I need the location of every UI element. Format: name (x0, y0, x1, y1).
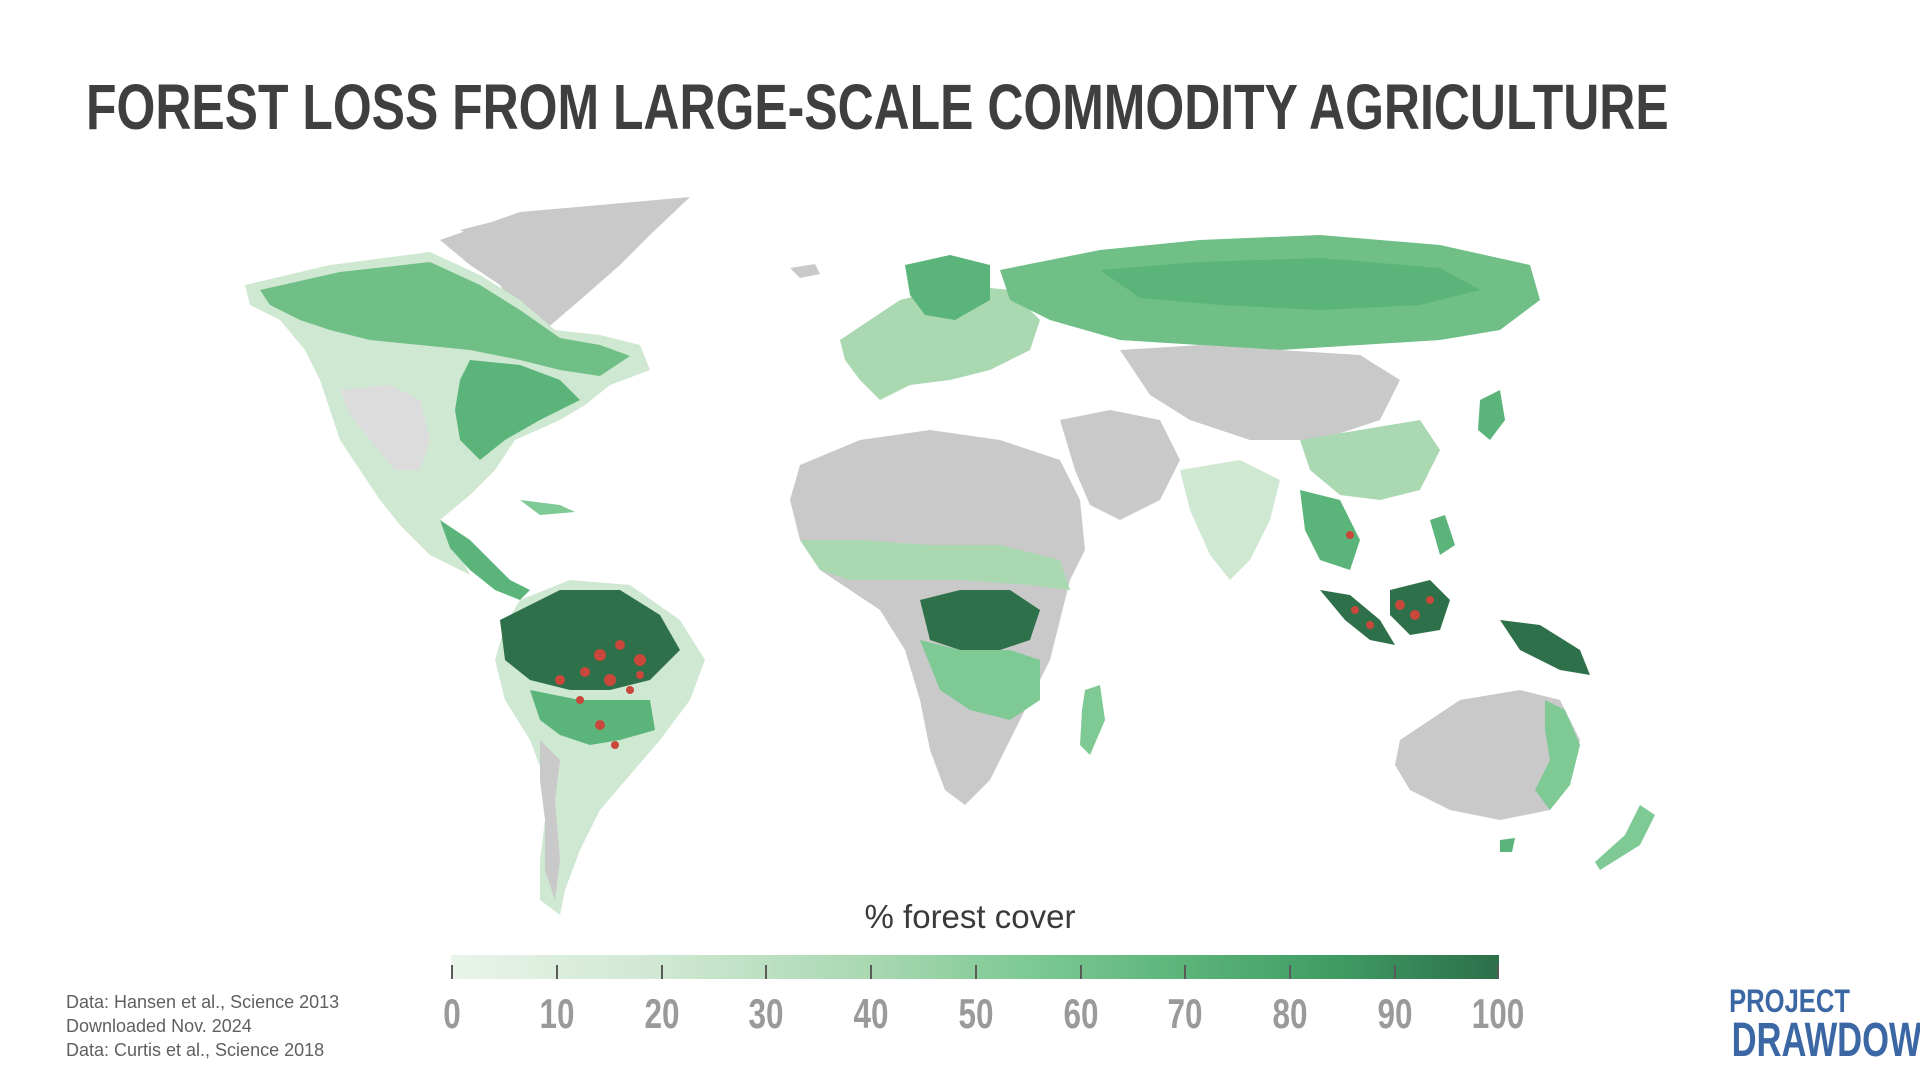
sea-commodity-loss (1346, 531, 1434, 629)
borneo (1390, 580, 1450, 635)
australia-east-forest (1535, 700, 1580, 810)
credit-line-1: Data: Hansen et al., Science 2013 (66, 992, 340, 1012)
tasmania (1500, 838, 1515, 852)
scale-label-90: 90 (1377, 990, 1413, 1037)
legend-title: % forest cover (864, 898, 1076, 935)
scale-label-30: 30 (748, 990, 784, 1037)
scale-tick (975, 965, 977, 979)
credit-line-2: Downloaded Nov. 2024 (66, 1016, 252, 1036)
scale-label-60: 60 (1063, 990, 1099, 1037)
australia (1395, 690, 1580, 820)
project-drawdown-logo: PROJECT DRAWDOWN (1670, 983, 1920, 1067)
north-america-west-dry (340, 385, 430, 470)
china (1300, 420, 1440, 500)
philippines (1430, 515, 1455, 555)
scale-tick (870, 965, 872, 979)
sumatra (1320, 590, 1395, 645)
central-america (440, 520, 530, 600)
scale-tick (451, 965, 453, 979)
scale-tick (1497, 965, 1499, 979)
logo-line-2: DRAWDOWN (1731, 1014, 1920, 1067)
north-america-east (455, 360, 580, 460)
europe (840, 285, 1040, 400)
scale-label-100: 100 (1471, 990, 1525, 1037)
congo-basin (920, 590, 1040, 650)
japan (1478, 390, 1505, 440)
credit-line-3: Data: Curtis et al., Science 2018 (66, 1040, 325, 1060)
new-guinea (1500, 620, 1590, 675)
scale-label-40: 40 (853, 990, 889, 1037)
scale-label-80: 80 (1272, 990, 1308, 1037)
scale-tick (1080, 965, 1082, 979)
scale-label-20: 20 (644, 990, 680, 1037)
southeast-asia (1300, 490, 1360, 570)
new-zealand (1595, 805, 1655, 870)
scale-tick (661, 965, 663, 979)
scandinavia (905, 255, 990, 320)
middle-east (1060, 410, 1180, 520)
amazon-medium (530, 690, 655, 745)
scale-label-0: 0 (443, 990, 461, 1037)
scale-tick (1184, 965, 1186, 979)
logo-line-1: PROJECT (1729, 983, 1850, 1019)
north-america-boreal (260, 262, 630, 376)
iceland (790, 264, 820, 278)
amazon-dense (500, 590, 680, 690)
africa-sahel (800, 540, 1070, 590)
page-title: FOREST LOSS FROM LARGE-SCALE COMMODITY A… (86, 71, 1669, 143)
andes-dry (540, 740, 560, 900)
scale-tick (765, 965, 767, 979)
central-africa-medium (920, 640, 1040, 720)
india (1180, 460, 1280, 580)
scale-tick (1289, 965, 1291, 979)
madagascar (1080, 685, 1105, 755)
central-asia-dry (1120, 345, 1400, 440)
scale-label-50: 50 (958, 990, 994, 1037)
russia-dense (1100, 258, 1480, 310)
data-credits: Data: Hansen et al., Science 2013 Downlo… (66, 990, 339, 1062)
caribbean (520, 500, 575, 515)
scale-label-10: 10 (539, 990, 575, 1037)
scale-tick (556, 965, 558, 979)
scale-tick (1394, 965, 1396, 979)
canada-islands (460, 215, 560, 250)
scale-label-70: 70 (1167, 990, 1203, 1037)
amazon-commodity-loss (555, 640, 646, 749)
